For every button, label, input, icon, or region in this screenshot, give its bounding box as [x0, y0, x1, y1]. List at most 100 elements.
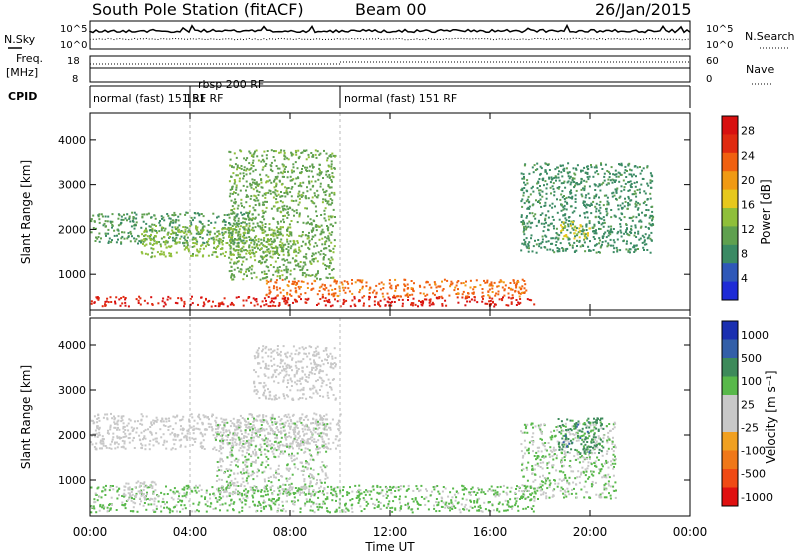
echo-cell-region-0 [269, 305, 272, 308]
colorbar-swatch [722, 189, 738, 209]
echo-cell-region-0 [434, 485, 437, 488]
echo-cell-region-0 [514, 491, 517, 494]
echo-cell-region-5 [598, 222, 601, 224]
echo-cell-region-2 [327, 397, 330, 399]
echo-cell-region-2 [96, 237, 99, 240]
echo-cell-region-4 [273, 205, 276, 208]
echo-cell-region-1 [270, 418, 272, 421]
echo-cell-region-1 [139, 422, 142, 425]
echo-cell-region-2 [322, 363, 325, 366]
echo-cell-region-1 [92, 419, 94, 422]
echo-cell-region-0 [451, 503, 454, 506]
echo-cell-region-3 [224, 251, 227, 254]
echo-cell-region-1 [333, 279, 336, 282]
echo-cell-region-5 [620, 218, 623, 221]
echo-cell-region-1 [442, 288, 445, 290]
echo-cell-region-1 [518, 292, 521, 295]
echo-cell-region-5 [619, 163, 622, 166]
echo-cell-region-4 [295, 199, 298, 202]
echo-cell-region-4 [279, 195, 282, 198]
echo-cell-region-1 [222, 434, 225, 436]
echo-cell-region-1 [141, 423, 144, 426]
echo-cell-region-5 [640, 183, 643, 186]
echo-cell-region-2 [310, 346, 313, 349]
echo-cell-region-1 [144, 437, 147, 440]
echo-cell-region-2 [224, 220, 227, 223]
echo-cell-region-4 [294, 248, 297, 251]
echo-cell-region-1 [178, 439, 181, 442]
echo-cell-region-3 [248, 225, 251, 228]
echo-cell-region-2 [149, 225, 152, 228]
echo-cell-region-5 [538, 245, 541, 248]
echo-cell-region-1 [432, 292, 435, 295]
echo-cell-region-0 [335, 499, 337, 502]
echo-cell-region-0 [183, 492, 186, 495]
echo-cell-region-4 [321, 228, 324, 231]
beam-label: Beam 00 [355, 0, 427, 19]
cpid-segment-label: normal (fast) 151 RF [344, 92, 457, 105]
echo-cell-region-0 [389, 301, 392, 304]
echo-cell-region-4 [328, 193, 331, 196]
echo-cell-region-5 [571, 197, 574, 200]
echo-cell-region-4 [311, 255, 314, 258]
echo-cell-region-1 [395, 295, 398, 298]
echo-cell-region-3 [160, 237, 163, 240]
echo-cell-region-4 [328, 218, 331, 221]
echo-cell-region-0 [271, 497, 274, 500]
echo-cell-region-4 [295, 209, 298, 212]
echo-cell-region-2 [322, 380, 325, 383]
echo-cell-region-1 [293, 281, 296, 284]
freq-tick-top: 18 [67, 56, 80, 67]
echo-cell-region-4 [229, 247, 232, 250]
echo-cell-region-1 [453, 289, 456, 292]
echo-cell-region-0 [336, 300, 339, 303]
echo-cell-region-0 [293, 493, 296, 495]
echo-cell-region-0 [501, 503, 504, 506]
echo-cell-region-4 [311, 274, 314, 277]
echo-cell-region-5 [523, 177, 526, 180]
echo-cell-region-5 [610, 216, 613, 219]
echo-cell-region-3 [169, 246, 172, 249]
echo-cell-region-1 [274, 447, 277, 450]
echo-cell-region-0 [93, 501, 96, 504]
echo-cell-region-1 [128, 418, 131, 421]
echo-cell-region-0 [433, 504, 435, 507]
echo-cell-region-5 [605, 236, 608, 239]
echo-cell-region-4 [313, 245, 316, 248]
echo-cell-region-1 [98, 426, 101, 429]
echo-cell-region-5 [640, 225, 643, 228]
echo-cell-region-5 [599, 212, 602, 215]
echo-cell-region-2 [179, 213, 182, 216]
echo-cell-region-1 [266, 420, 269, 423]
echo-cell-region-1 [191, 444, 194, 446]
echo-cell-region-0 [455, 496, 458, 499]
echo-cell-region-4 [324, 219, 327, 222]
echo-cell-region-5 [580, 193, 583, 196]
echo-cell-region-0 [165, 485, 167, 488]
echo-cell-region-1 [246, 441, 249, 444]
echo-cell-region-4 [289, 240, 292, 243]
echo-cell-region-2 [133, 237, 136, 240]
echo-cell-region-3 [280, 250, 283, 253]
echo-cell-region-4 [255, 149, 258, 152]
echo-cell-region-0 [379, 486, 382, 489]
echo-cell-region-0 [197, 503, 200, 506]
echo-cell-region-5 [563, 169, 566, 172]
echo-cell-region-1 [144, 444, 147, 447]
echo-cell-region-2 [287, 382, 290, 384]
echo-cell-region-3 [150, 233, 152, 236]
echo-cell-region-4 [308, 241, 311, 244]
echo-cell-region-0 [164, 503, 166, 506]
echo-cell-region-0 [494, 489, 497, 492]
echo-cell-region-2 [313, 361, 316, 364]
echo-cell-region-4 [318, 153, 321, 156]
echo-cell-region-0 [408, 505, 410, 508]
echo-cell-region-2 [297, 353, 300, 356]
echo-cell-region-0 [432, 486, 435, 488]
echo-cell-region-2 [202, 215, 205, 218]
echo-cell-region-1 [127, 429, 130, 432]
echo-cell-region-4 [267, 250, 270, 253]
echo-cell-region-2 [150, 216, 153, 219]
echo-cell-region-3 [218, 232, 221, 235]
echo-cell-region-5 [613, 214, 616, 217]
